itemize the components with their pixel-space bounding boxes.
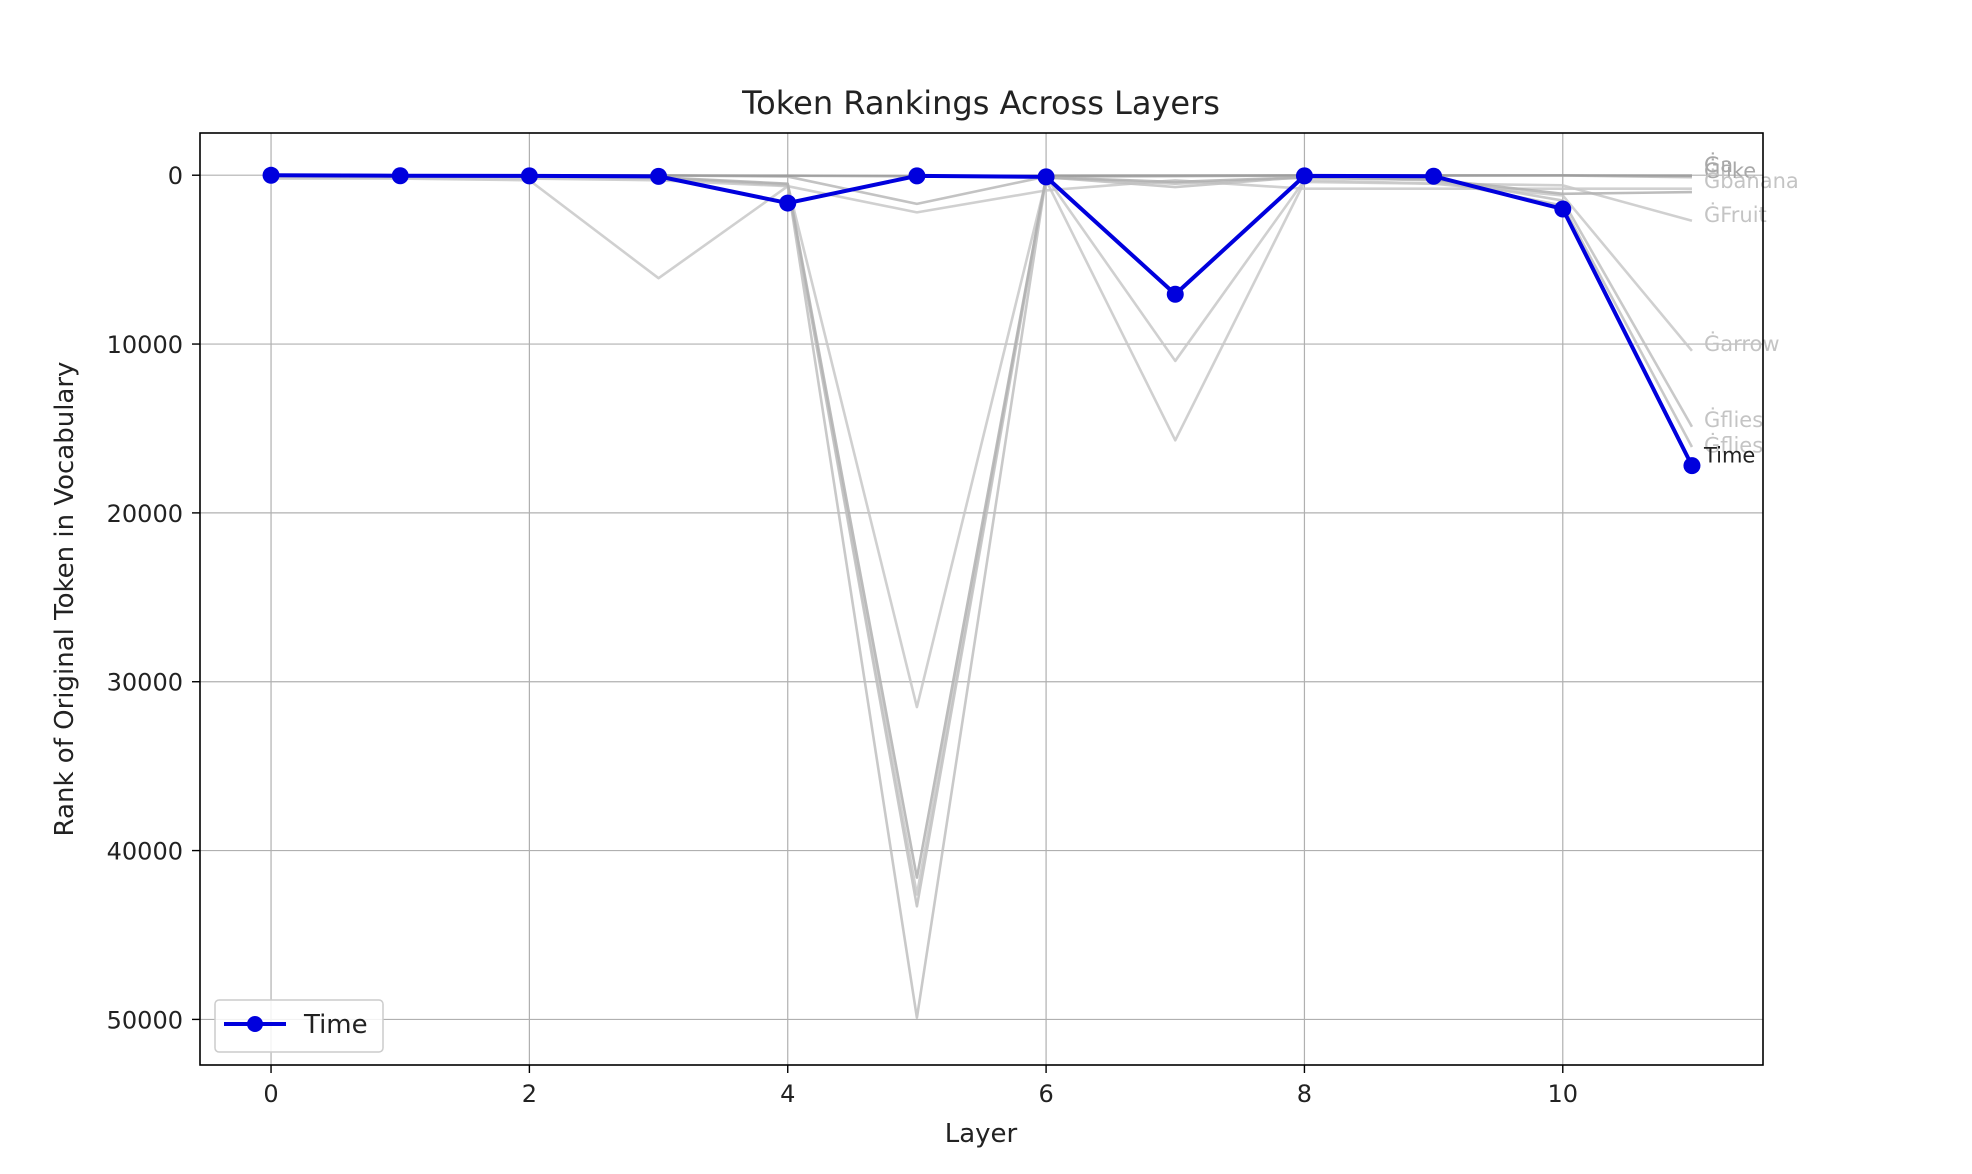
highlight-series [262, 166, 1701, 475]
y-axis-ticks: 0 10000 20000 30000 40000 50000 [107, 162, 200, 1034]
series-end-label: Ġa [1704, 152, 1733, 177]
series-end-label: Time [1703, 443, 1755, 467]
legend-point-marker [247, 1016, 263, 1032]
x-tick-label: 8 [1297, 1080, 1312, 1108]
highlight-point [1683, 457, 1701, 475]
chart-title: Token Rankings Across Layers [741, 84, 1220, 122]
legend: Time [214, 999, 384, 1053]
x-tick-label: 4 [780, 1080, 795, 1108]
series-end-label: Ġlike [1704, 158, 1756, 183]
x-tick-label: 2 [522, 1080, 537, 1108]
x-tick-label: 10 [1548, 1080, 1579, 1108]
highlight-point [262, 166, 280, 184]
highlight-point [391, 167, 409, 185]
highlight-point [1425, 167, 1443, 185]
x-tick-label: 0 [263, 1080, 278, 1108]
series-end-label: Ġarrow [1704, 331, 1780, 356]
series-line [271, 177, 1692, 280]
highlight-point [1554, 200, 1572, 218]
highlight-point [1295, 167, 1313, 185]
series-end-label: Ġbanana [1704, 168, 1799, 193]
y-tick-label: 20000 [107, 500, 183, 528]
legend-box [214, 999, 384, 1053]
y-tick-label: 0 [168, 162, 183, 190]
plot-area-frame [199, 132, 1764, 1066]
series-end-label: ĠFruit [1704, 202, 1767, 227]
y-axis-label: Rank of Original Token in Vocabulary [50, 362, 80, 837]
highlight-point [1166, 285, 1184, 303]
x-tick-label: 6 [1038, 1080, 1053, 1108]
highlight-point [779, 194, 797, 212]
highlight-point [650, 167, 668, 185]
x-axis-label: Layer [945, 1119, 1018, 1149]
series-end-labels: ĠaĠlikeĠbananaĠFruitĠarrowĠfliesĠfliesTi… [1703, 152, 1799, 467]
series-end-label: Ġflies [1704, 432, 1763, 457]
x-axis-ticks: 0 2 4 6 8 10 [263, 1065, 1578, 1108]
y-tick-label: 30000 [107, 669, 183, 697]
highlight-line [271, 173, 1694, 467]
y-tick-label: 40000 [107, 838, 183, 866]
highlight-point [908, 167, 926, 185]
y-tick-label: 10000 [107, 331, 183, 359]
y-tick-label: 50000 [107, 1006, 183, 1034]
legend-label: Time [303, 1010, 368, 1040]
highlight-point [1037, 168, 1055, 186]
highlight-point [520, 167, 538, 185]
series-end-label: Ġflies [1704, 407, 1763, 432]
